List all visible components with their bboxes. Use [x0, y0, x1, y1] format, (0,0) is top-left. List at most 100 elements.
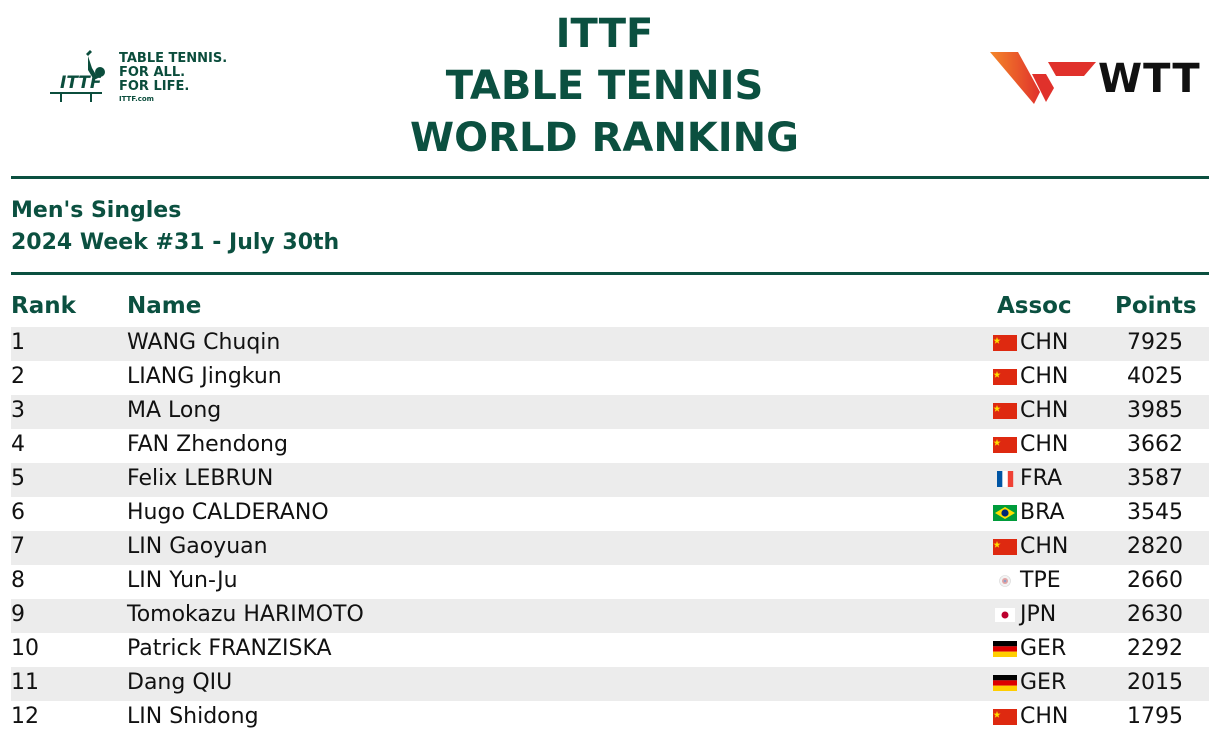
ranking-subtitle: Men's Singles 2024 Week #31 - July 30th: [11, 195, 339, 259]
assoc-code: CHN: [1020, 704, 1069, 729]
ittf-url: ITTF.com: [119, 95, 154, 103]
points-cell: 7925: [1127, 330, 1183, 355]
title-line-2: TABLE TENNIS: [445, 63, 764, 109]
player-name-cell: Dang QIU: [127, 670, 233, 695]
assoc-code: CHN: [1020, 534, 1069, 559]
assoc-cell: CHN: [993, 330, 1068, 355]
wtt-logo: WTT: [988, 50, 1209, 106]
ittf-logo: ITTF TABLE TENNIS. FOR ALL. FOR LIFE. IT…: [48, 48, 248, 108]
column-points: Points: [1115, 293, 1197, 319]
ranking-table: Rank Name Assoc Points 1 WANG Chuqin CHN 79…: [11, 290, 1209, 735]
assoc-code: GER: [1020, 670, 1067, 695]
bra-flag-icon: [993, 504, 1020, 521]
chn-flag-icon: [993, 368, 1020, 385]
assoc-code: JPN: [1020, 602, 1057, 627]
chn-flag-icon: [993, 402, 1020, 419]
rank-cell: 5: [11, 466, 25, 491]
table-row: 11 Dang QIU GER 2015: [11, 667, 1209, 701]
table-row: 5 Felix LEBRUN FRA 3587: [11, 463, 1209, 497]
assoc-cell: BRA: [993, 500, 1065, 525]
rank-cell: 7: [11, 534, 25, 559]
assoc-cell: GER: [993, 636, 1066, 661]
assoc-code: CHN: [1020, 432, 1069, 457]
player-name-cell: Felix LEBRUN: [127, 466, 274, 491]
rank-cell: 6: [11, 500, 25, 525]
ger-flag-icon: [993, 674, 1020, 691]
subtitle-divider: [11, 272, 1209, 275]
category-label: Men's Singles: [11, 198, 182, 223]
assoc-code: GER: [1020, 636, 1067, 661]
points-cell: 2015: [1127, 670, 1183, 695]
table-row: 10 Patrick FRANZISKA GER 2292: [11, 633, 1209, 667]
chn-flag-icon: [993, 334, 1020, 351]
player-name-cell: MA Long: [127, 398, 222, 423]
assoc-cell: GER: [993, 670, 1066, 695]
tpe-flag-icon: [993, 573, 1020, 589]
table-body: 1 WANG Chuqin CHN 7925 2 LIANG Jingkun CHN 4025…: [11, 327, 1209, 735]
points-cell: 1795: [1127, 704, 1183, 729]
assoc-code: BRA: [1020, 500, 1065, 525]
player-name-cell: Hugo CALDERANO: [127, 500, 329, 525]
table-row: 8 LIN Yun-Ju TPE 2660: [11, 565, 1209, 599]
rank-cell: 1: [11, 330, 25, 355]
week-label: 2024 Week #31 - July 30th: [11, 230, 340, 255]
assoc-code: CHN: [1020, 364, 1069, 389]
title-line-3: WORLD RANKING: [410, 115, 799, 161]
wtt-emblem-icon: [990, 52, 1096, 104]
table-row: 1 WANG Chuqin CHN 7925: [11, 327, 1209, 361]
assoc-cell: CHN: [993, 534, 1068, 559]
player-name-cell: LIN Yun-Ju: [127, 568, 238, 593]
player-name-cell: LIN Gaoyuan: [127, 534, 268, 559]
assoc-cell: JPN: [993, 602, 1056, 627]
player-name-cell: LIN Shidong: [127, 704, 259, 729]
rank-cell: 11: [11, 670, 39, 695]
rank-cell: 9: [11, 602, 25, 627]
chn-flag-icon: [993, 436, 1020, 453]
chn-flag-icon: [993, 538, 1020, 555]
table-row: 12 LIN Shidong CHN 1795: [11, 701, 1209, 735]
fra-flag-icon: [993, 470, 1020, 487]
points-cell: 2820: [1127, 534, 1183, 559]
rank-cell: 8: [11, 568, 25, 593]
table-row: 9 Tomokazu HARIMOTO JPN 2630: [11, 599, 1209, 633]
rank-cell: 3: [11, 398, 25, 423]
wtt-wordmark: WTT: [1098, 56, 1201, 102]
column-rank: Rank: [11, 293, 76, 319]
header-divider: [11, 176, 1209, 179]
ittf-emblem-icon: ITTF: [50, 50, 105, 102]
assoc-cell: FRA: [993, 466, 1062, 491]
table-header: Rank Name Assoc Points: [11, 290, 1209, 327]
rank-cell: 10: [11, 636, 39, 661]
title-line-1: ITTF: [555, 11, 654, 57]
player-name-cell: WANG Chuqin: [127, 330, 281, 355]
jpn-flag-icon: [993, 607, 1020, 623]
table-row: 2 LIANG Jingkun CHN 4025: [11, 361, 1209, 395]
assoc-code: TPE: [1020, 568, 1061, 593]
table-row: 3 MA Long CHN 3985: [11, 395, 1209, 429]
points-cell: 2630: [1127, 602, 1183, 627]
ittf-slogan: TABLE TENNIS. FOR ALL. FOR LIFE.: [119, 51, 228, 94]
table-row: 6 Hugo CALDERANO BRA 3545: [11, 497, 1209, 531]
rank-cell: 4: [11, 432, 25, 457]
ittf-mark-text: ITTF: [60, 73, 102, 93]
assoc-cell: CHN: [993, 432, 1068, 457]
assoc-code: FRA: [1020, 466, 1063, 491]
assoc-cell: CHN: [993, 398, 1068, 423]
points-cell: 4025: [1127, 364, 1183, 389]
points-cell: 3545: [1127, 500, 1183, 525]
table-row: 4 FAN Zhendong CHN 3662: [11, 429, 1209, 463]
player-name-cell: Patrick FRANZISKA: [127, 636, 332, 661]
points-cell: 2660: [1127, 568, 1183, 593]
points-cell: 3662: [1127, 432, 1183, 457]
column-assoc: Assoc: [997, 293, 1072, 319]
chn-flag-icon: [993, 708, 1020, 725]
table-row: 7 LIN Gaoyuan CHN 2820: [11, 531, 1209, 565]
assoc-cell: CHN: [993, 364, 1068, 389]
assoc-cell: TPE: [993, 568, 1061, 593]
player-name-cell: LIANG Jingkun: [127, 364, 282, 389]
assoc-code: CHN: [1020, 330, 1069, 355]
rank-cell: 12: [11, 704, 39, 729]
player-name-cell: FAN Zhendong: [127, 432, 288, 457]
points-cell: 3985: [1127, 398, 1183, 423]
